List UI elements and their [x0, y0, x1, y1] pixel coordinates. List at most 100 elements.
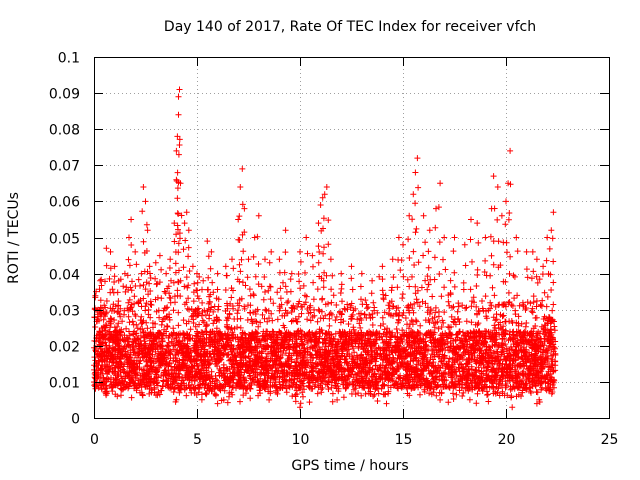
data-point — [418, 380, 425, 387]
data-point — [492, 374, 499, 381]
data-point — [230, 331, 237, 338]
data-point — [474, 272, 481, 278]
data-point — [129, 338, 136, 345]
data-point — [291, 305, 298, 312]
data-point — [456, 361, 463, 368]
data-point — [256, 349, 263, 356]
data-point — [171, 370, 177, 377]
data-point — [276, 381, 283, 388]
data-point — [279, 385, 286, 391]
data-point — [147, 330, 154, 337]
data-point — [226, 374, 233, 381]
data-point — [252, 328, 259, 335]
data-point — [508, 344, 514, 350]
data-point — [246, 370, 253, 377]
data-point — [129, 278, 135, 285]
data-point — [532, 336, 539, 343]
data-point — [422, 332, 429, 339]
data-point — [320, 284, 327, 291]
data-point — [548, 352, 555, 359]
data-point — [114, 393, 121, 400]
data-point — [202, 323, 209, 330]
data-point — [518, 347, 525, 354]
data-point — [479, 388, 486, 394]
data-point — [300, 357, 307, 363]
data-point — [243, 362, 250, 369]
data-point — [459, 356, 466, 362]
data-point — [328, 384, 335, 391]
data-point — [440, 345, 447, 352]
data-point — [513, 375, 520, 382]
data-point — [280, 338, 287, 345]
data-point — [92, 383, 99, 390]
data-point — [292, 383, 299, 390]
data-point — [462, 361, 469, 367]
data-point — [305, 382, 312, 389]
data-point — [236, 373, 243, 380]
data-point — [488, 352, 495, 359]
data-point — [370, 393, 377, 400]
data-point — [105, 335, 112, 342]
data-point — [102, 339, 109, 346]
data-point — [237, 324, 244, 331]
data-point — [120, 363, 127, 370]
data-point — [542, 322, 549, 329]
data-point — [460, 342, 467, 349]
data-point — [121, 368, 128, 374]
data-point — [255, 323, 262, 330]
data-point — [458, 384, 465, 391]
data-point — [247, 375, 254, 382]
data-point — [218, 333, 225, 340]
data-point — [360, 354, 366, 360]
data-point — [100, 316, 107, 323]
data-point — [329, 390, 336, 397]
data-point — [173, 348, 180, 355]
data-point — [205, 365, 212, 371]
data-point — [421, 386, 428, 393]
data-point — [134, 354, 140, 361]
data-point — [118, 392, 124, 399]
data-point — [142, 286, 149, 293]
data-point — [424, 273, 431, 280]
data-point — [261, 315, 268, 322]
data-point — [532, 356, 539, 363]
data-point — [295, 271, 302, 277]
data-point — [405, 378, 412, 385]
data-point — [290, 380, 297, 387]
data-point — [313, 377, 320, 384]
data-point — [518, 380, 525, 387]
data-point — [533, 303, 540, 310]
data-point — [320, 315, 327, 322]
data-point — [468, 334, 475, 341]
data-point — [493, 330, 500, 337]
data-point — [120, 386, 127, 393]
data-point — [129, 318, 136, 325]
data-point — [506, 375, 513, 382]
data-point — [418, 345, 425, 352]
data-point — [445, 298, 452, 305]
data-point — [352, 337, 359, 344]
data-point — [429, 293, 436, 300]
data-point — [484, 392, 490, 398]
data-point — [499, 313, 506, 320]
data-point — [468, 303, 475, 310]
data-point — [238, 342, 245, 349]
data-point — [540, 378, 547, 385]
data-point — [366, 312, 373, 318]
data-point — [520, 332, 527, 339]
data-point — [221, 350, 228, 357]
data-point — [159, 318, 166, 325]
data-point — [180, 317, 187, 324]
data-point — [278, 360, 285, 367]
data-point — [550, 376, 557, 383]
data-point — [373, 347, 380, 353]
data-point — [189, 335, 196, 342]
data-point — [266, 315, 272, 322]
data-point — [128, 376, 135, 383]
data-point — [550, 334, 556, 341]
data-point — [326, 340, 333, 346]
data-point — [101, 349, 108, 356]
data-point — [282, 360, 289, 367]
data-point — [435, 325, 442, 332]
data-point — [363, 314, 370, 321]
